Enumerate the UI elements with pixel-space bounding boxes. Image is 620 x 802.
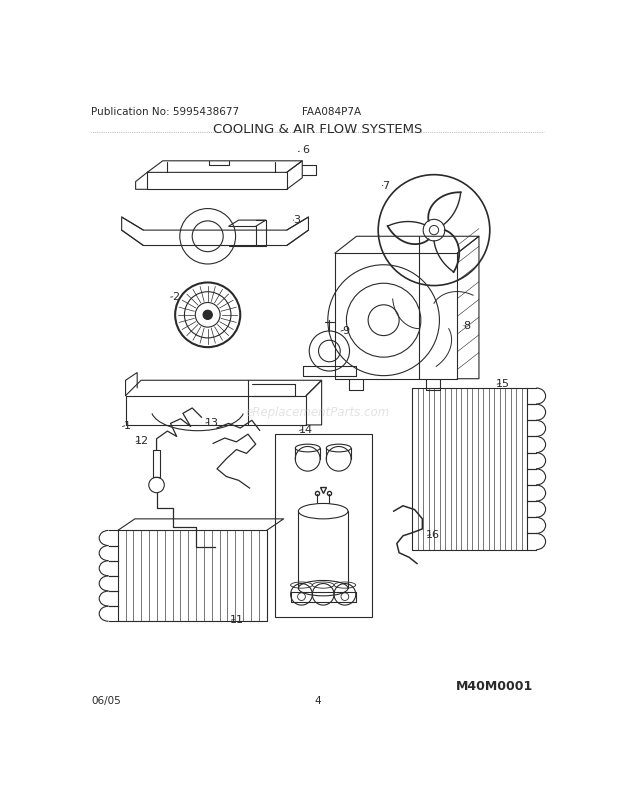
Text: 3: 3 [293, 215, 300, 225]
Text: 7: 7 [382, 180, 389, 191]
Text: FAA084P7A: FAA084P7A [303, 107, 361, 117]
Circle shape [203, 311, 212, 320]
Text: 6: 6 [298, 144, 309, 154]
Text: 12: 12 [135, 435, 149, 446]
Text: 8: 8 [463, 321, 471, 330]
Text: 2: 2 [170, 292, 179, 302]
Text: eReplacementParts.com: eReplacementParts.com [246, 405, 390, 418]
Text: 4: 4 [314, 695, 321, 705]
Text: 11: 11 [230, 614, 244, 624]
Text: 16: 16 [427, 529, 440, 540]
Text: 1: 1 [123, 420, 131, 431]
Text: 06/05: 06/05 [92, 695, 121, 705]
Text: M40M0001: M40M0001 [456, 679, 533, 692]
Text: Publication No: 5995438677: Publication No: 5995438677 [92, 107, 239, 117]
Text: 13: 13 [205, 417, 219, 427]
Text: 14: 14 [298, 424, 312, 435]
Text: 15: 15 [496, 379, 510, 388]
Text: 9: 9 [341, 325, 350, 335]
Bar [275, 435, 372, 618]
Text: COOLING & AIR FLOW SYSTEMS: COOLING & AIR FLOW SYSTEMS [213, 123, 422, 136]
